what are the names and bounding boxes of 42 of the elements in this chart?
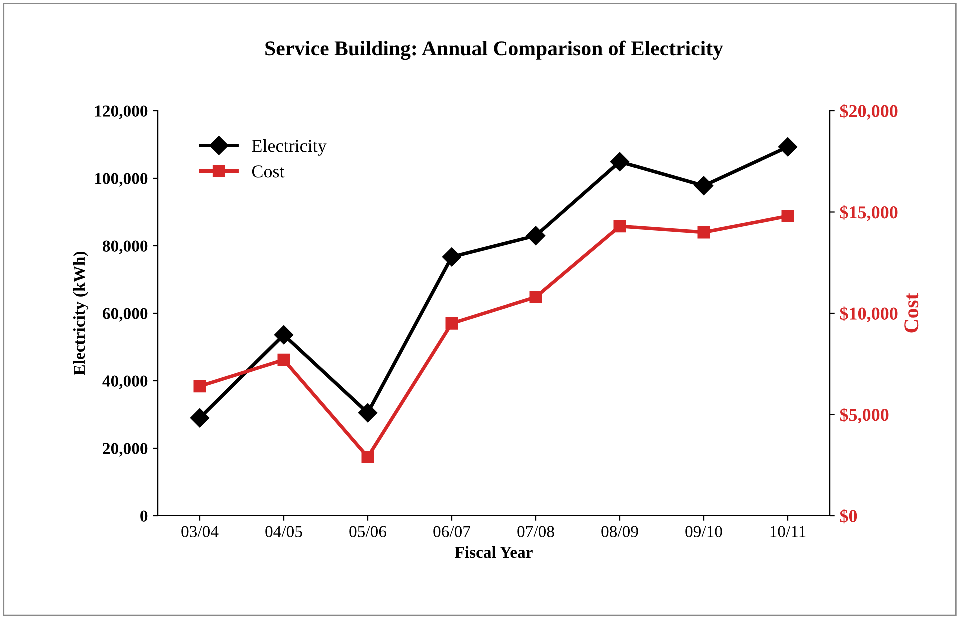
x-tick-label: 10/11 bbox=[770, 526, 806, 538]
point bbox=[194, 380, 206, 393]
y2-tick-label: $10,000 bbox=[840, 306, 898, 323]
x-tick-label: 07/08 bbox=[518, 526, 554, 538]
x-tick-label: 03/04 bbox=[182, 526, 219, 538]
point bbox=[694, 176, 714, 196]
y-tick-label: 20,000 bbox=[103, 443, 148, 457]
legend-label: Electricity bbox=[252, 140, 327, 156]
point bbox=[446, 317, 458, 330]
point bbox=[530, 291, 542, 304]
point bbox=[274, 326, 294, 345]
y-tick-label: 0 bbox=[140, 510, 148, 522]
x-tick-label: 05/06 bbox=[350, 526, 386, 538]
y2-tick-label: $15,000 bbox=[840, 205, 898, 222]
point bbox=[614, 220, 626, 233]
x-tick-label: 06/07 bbox=[434, 526, 471, 538]
point bbox=[190, 408, 210, 428]
chart-title: Service Building: Annual Comparison of Electricity bbox=[266, 40, 724, 60]
x-axis-title: Fiscal Year bbox=[455, 546, 533, 558]
y2-tick-label: $5,000 bbox=[840, 408, 889, 424]
y2-tick-label: $20,000 bbox=[840, 104, 898, 120]
x-tick-label: 04/05 bbox=[266, 526, 302, 538]
point bbox=[782, 210, 794, 223]
y-tick-label: 40,000 bbox=[102, 376, 148, 390]
point bbox=[698, 226, 710, 239]
point bbox=[526, 226, 546, 246]
x-tick-label: 08/09 bbox=[602, 526, 638, 538]
y-tick-label: 60,000 bbox=[103, 308, 148, 322]
point bbox=[358, 404, 378, 423]
point bbox=[778, 138, 798, 157]
y2-axis-title: Cost bbox=[904, 293, 919, 333]
y-tick-label: 120,000 bbox=[95, 106, 148, 120]
y-tick-label: 80,000 bbox=[103, 240, 148, 254]
x-tick-label: 09/10 bbox=[686, 526, 722, 538]
point bbox=[610, 152, 630, 172]
point bbox=[278, 354, 290, 366]
point bbox=[442, 248, 462, 267]
y-axis-title: Electricity (kWh) bbox=[73, 252, 89, 376]
legend-label: Cost bbox=[252, 166, 285, 178]
y2-tick-label: $0 bbox=[840, 509, 858, 524]
y-tick-label: 100,000 bbox=[95, 173, 148, 187]
point bbox=[362, 451, 374, 464]
